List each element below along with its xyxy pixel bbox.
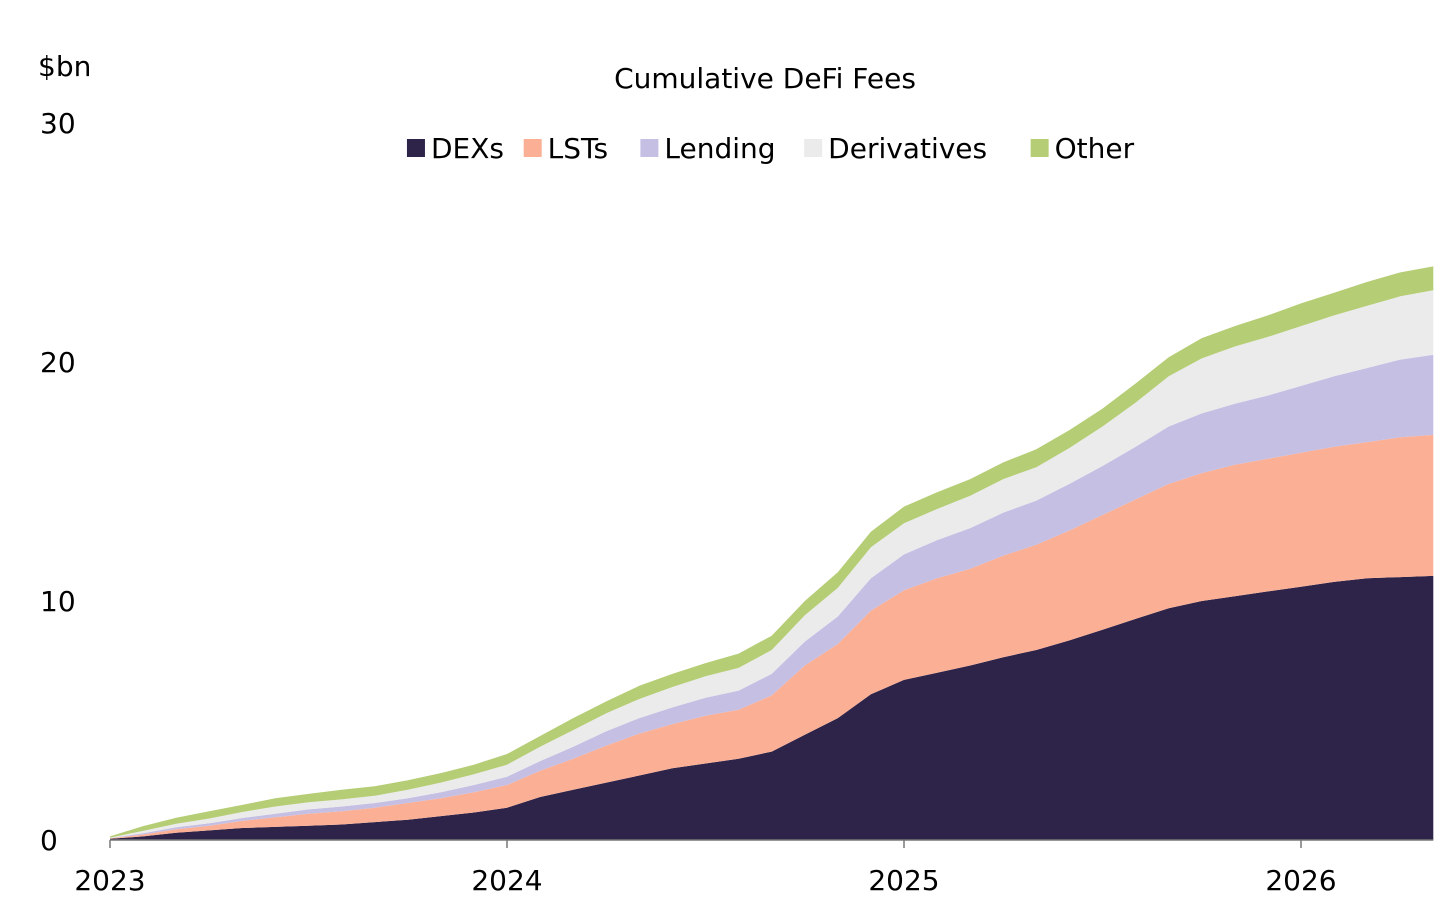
- x-tick-label: 2023: [74, 864, 145, 897]
- plot-areas: [110, 266, 1434, 840]
- area-derivatives: [110, 290, 1434, 839]
- legend-label-other: Other: [1055, 132, 1135, 165]
- y-tick-label: 10: [40, 585, 76, 618]
- legend-swatch-lending: [640, 139, 659, 157]
- legend-swatch-lsts: [523, 139, 542, 157]
- legend-label-lsts: LSTs: [548, 132, 608, 165]
- y-tick-label: 30: [40, 107, 76, 140]
- axes: 0 10 20 30 2023 2024 2025 2026: [40, 107, 1434, 897]
- legend-swatch-dexs: [406, 139, 425, 157]
- y-tick-label: 0: [40, 824, 58, 857]
- chart-title: Cumulative DeFi Fees: [614, 62, 916, 95]
- x-tick-label: 2025: [868, 864, 939, 897]
- legend-swatch-derivatives: [804, 139, 823, 157]
- legend-swatch-other: [1030, 139, 1049, 157]
- legend: DEXs LSTs Lending Derivatives Other: [406, 132, 1135, 165]
- y-axis-unit: $bn: [38, 50, 91, 83]
- area-dexs: [110, 575, 1434, 840]
- y-tick-label: 20: [40, 346, 76, 379]
- legend-label-dexs: DEXs: [431, 132, 504, 165]
- area-lsts: [110, 434, 1434, 839]
- x-tick-label: 2026: [1265, 864, 1336, 897]
- legend-label-lending: Lending: [664, 132, 775, 165]
- area-lending: [110, 354, 1434, 839]
- area-other: [110, 266, 1434, 838]
- x-tick-label: 2024: [471, 864, 542, 897]
- legend-label-derivatives: Derivatives: [828, 132, 987, 165]
